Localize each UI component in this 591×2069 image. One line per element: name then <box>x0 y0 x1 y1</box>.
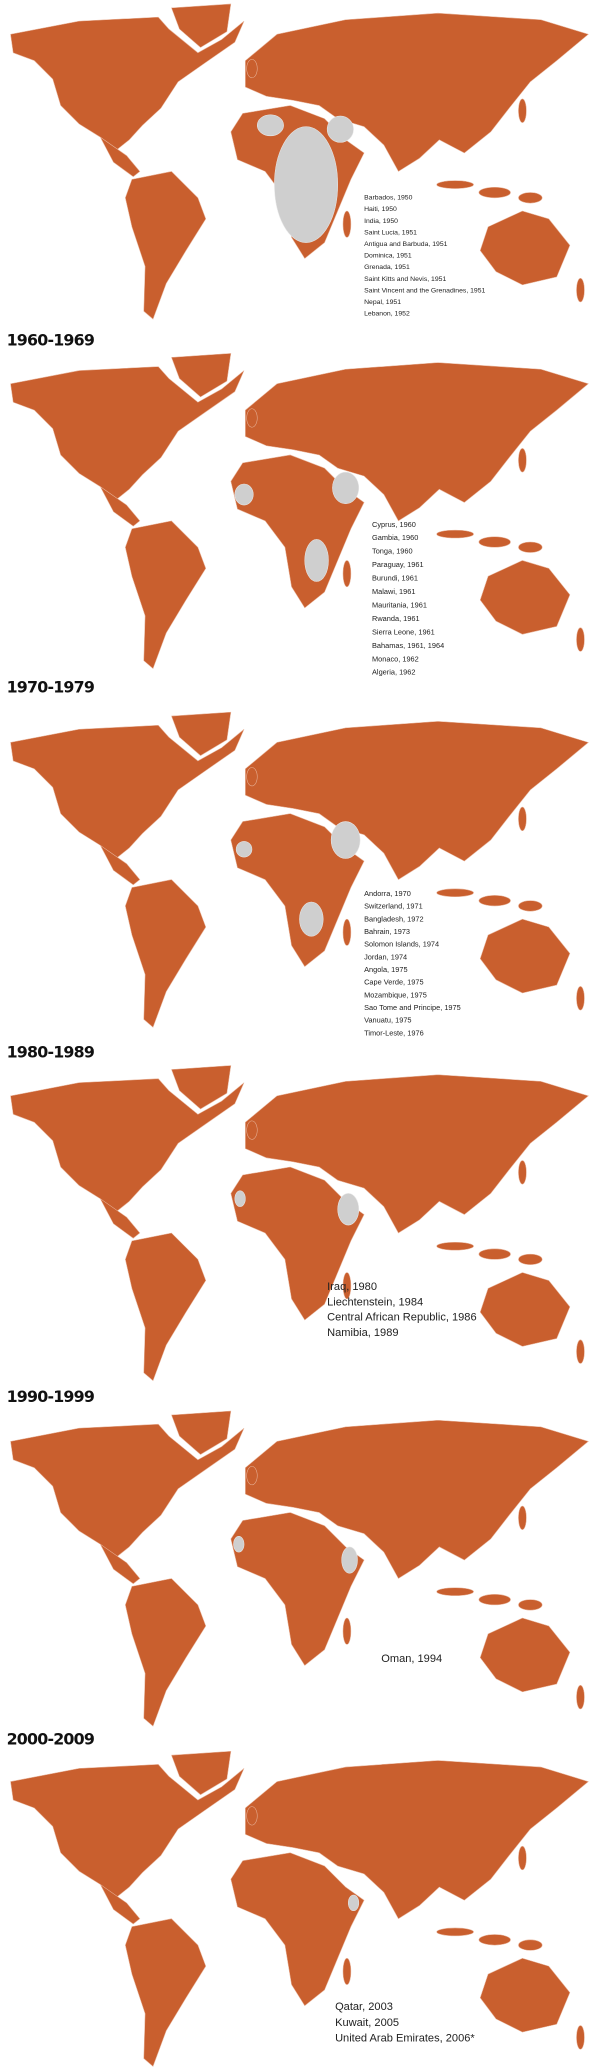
country-entry: Switzerland, 1971 <box>364 902 423 911</box>
non-member-region <box>234 1190 246 1207</box>
country-entry: Gambia, 1960 <box>372 533 418 542</box>
country-entry: Sierra Leone, 1961 <box>372 627 435 636</box>
country-entry: Angola, 1975 <box>364 965 407 974</box>
country-entry: Liechtenstein, 1984 <box>327 1296 423 1308</box>
non-member-region <box>233 1536 245 1553</box>
country-entry: Oman, 1994 <box>381 1653 442 1665</box>
map-panel <box>11 4 589 319</box>
country-entry: Bangladesh, 1972 <box>364 914 423 923</box>
decade-title: 1990-1999 <box>7 1387 94 1406</box>
country-entry: Kuwait, 2005 <box>335 2017 399 2029</box>
country-entry: India, 1950 <box>364 218 398 225</box>
non-member-region <box>256 114 284 137</box>
country-entry: Iraq, 1980 <box>327 1281 377 1293</box>
country-entry: Jordan, 1974 <box>364 952 407 961</box>
country-entry: Dominica, 1951 <box>364 253 412 260</box>
country-entry: Sao Tome and Principe, 1975 <box>364 1003 461 1012</box>
non-member-region <box>299 901 324 937</box>
non-member-region <box>330 821 361 859</box>
country-entry: Namibia, 1989 <box>327 1327 398 1339</box>
country-entry: Andorra, 1970 <box>364 889 411 898</box>
map-panel <box>11 353 589 668</box>
country-entry: Cyprus, 1960 <box>372 520 416 529</box>
non-member-region <box>235 841 253 858</box>
country-entry: Timor-Leste, 1976 <box>364 1028 424 1037</box>
world-map <box>11 1751 589 2066</box>
country-entry: Lebanon, 1952 <box>364 311 410 318</box>
country-entry: Mozambique, 1975 <box>364 990 427 999</box>
non-member-region <box>348 1894 360 1912</box>
non-member-region <box>341 1546 358 1574</box>
map-panel <box>11 1411 589 1726</box>
country-entry: Malawi, 1961 <box>372 587 415 596</box>
country-entry: Saint Vincent and the Grenadines, 1951 <box>364 287 485 294</box>
decade-title: 1970-1979 <box>7 677 94 696</box>
country-entry: Mauritania, 1961 <box>372 601 427 610</box>
country-entry: Algeria, 1962 <box>372 668 415 677</box>
country-entry: Burundi, 1961 <box>372 574 418 583</box>
country-entry: Saint Kitts and Nevis, 1951 <box>364 276 446 283</box>
map-panel <box>11 712 589 1027</box>
non-member-region <box>274 126 338 243</box>
map-panel <box>11 1751 589 2066</box>
country-entry: Bahamas, 1961, 1964 <box>372 641 444 650</box>
country-entry: Rwanda, 1961 <box>372 614 420 623</box>
world-map <box>11 1411 589 1726</box>
non-member-region <box>337 1193 360 1226</box>
non-member-region <box>304 539 329 582</box>
world-map <box>11 353 589 668</box>
country-entry: Barbados, 1950 <box>364 195 413 202</box>
non-member-region <box>234 483 254 506</box>
country-entry: Antigua and Barbuda, 1951 <box>364 241 448 248</box>
country-entry: United Arab Emirates, 2006* <box>335 2033 475 2045</box>
country-entry: Solomon Islands, 1974 <box>364 940 439 949</box>
country-entry: Bahrain, 1973 <box>364 927 410 936</box>
country-entry: Qatar, 2003 <box>335 2001 393 2013</box>
decade-title: 2000-2009 <box>7 1730 94 1749</box>
decade-title: 1980-1989 <box>7 1043 94 1062</box>
decade-title: 1960-1969 <box>7 331 94 350</box>
country-entry: Saint Lucia, 1951 <box>364 229 417 236</box>
world-map <box>11 1066 589 1381</box>
country-entry: Central African Republic, 1986 <box>327 1312 476 1324</box>
map-stack: Barbados, 1950 Haiti, 1950 India, 1950 Sain… <box>7 4 589 2066</box>
country-entry: Grenada, 1951 <box>364 264 410 271</box>
world-map <box>11 712 589 1027</box>
country-entry: Haiti, 1950 <box>364 206 397 213</box>
country-entry: Vanuatu, 1975 <box>364 1016 411 1025</box>
country-entry: Tonga, 1960 <box>372 547 413 556</box>
country-entry: Paraguay, 1961 <box>372 560 424 569</box>
map-panel <box>11 1066 589 1381</box>
non-member-region <box>326 115 354 143</box>
country-entry: Monaco, 1962 <box>372 654 419 663</box>
non-member-region <box>332 471 360 505</box>
country-entry: Cape Verde, 1975 <box>364 978 423 987</box>
country-entry: Nepal, 1951 <box>364 299 401 306</box>
